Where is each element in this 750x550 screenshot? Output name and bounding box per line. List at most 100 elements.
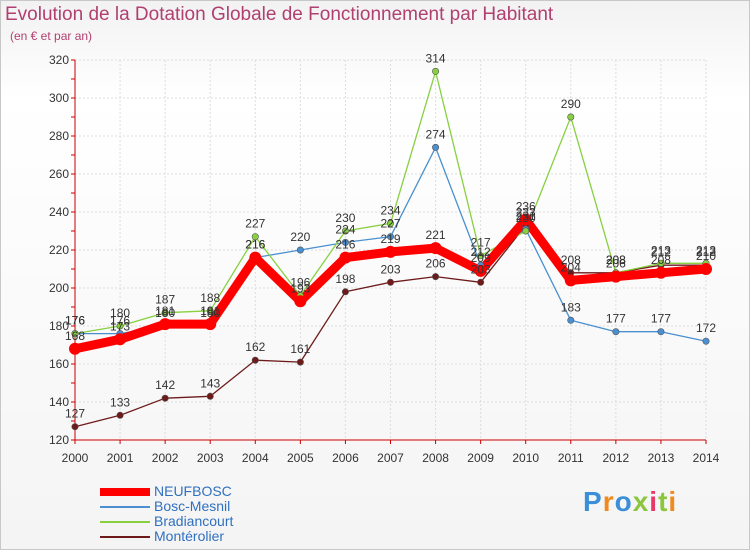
data-label: 290 (561, 97, 581, 111)
data-point (700, 263, 712, 275)
data-label: 212 (651, 245, 671, 259)
data-point (206, 307, 214, 315)
y-tick-label: 240 (49, 205, 69, 219)
data-label: 176 (65, 314, 85, 328)
data-label: 219 (380, 232, 400, 246)
data-label: 180 (155, 306, 175, 320)
data-point (114, 333, 127, 346)
logo-letter: x (632, 486, 650, 517)
data-point (296, 246, 304, 254)
data-label: 208 (651, 253, 671, 267)
data-point (519, 213, 532, 226)
data-point (386, 278, 394, 286)
data-point (567, 316, 575, 324)
legend-swatch-bosc-mesnil (100, 506, 150, 508)
proxiti-logo: Proxiti (583, 486, 677, 518)
x-tick-label: 2002 (152, 451, 179, 465)
x-tick-label: 2013 (648, 451, 675, 465)
x-tick-label: 2009 (467, 451, 494, 465)
legend-label: Montérolier (154, 528, 225, 544)
data-label: 230 (335, 211, 355, 225)
data-label: 234 (380, 203, 400, 217)
data-point (432, 67, 440, 75)
x-tick-label: 2006 (332, 451, 359, 465)
y-tick-label: 300 (49, 91, 69, 105)
data-label: 233 (516, 205, 536, 219)
data-label: 177 (606, 312, 626, 326)
data-point (522, 227, 530, 235)
data-point (384, 245, 397, 258)
logo-letter: t (658, 486, 669, 517)
y-tick-label: 200 (49, 281, 69, 295)
series-points (69, 67, 712, 431)
data-point (432, 273, 440, 281)
x-tick-label: 2001 (107, 451, 134, 465)
data-label: 161 (290, 342, 310, 356)
logo-letter: P (583, 486, 603, 517)
logo-letter: o (614, 486, 633, 517)
data-point (386, 219, 394, 227)
x-tick-label: 2007 (377, 451, 404, 465)
data-point (204, 318, 217, 331)
x-tick-label: 2003 (197, 451, 224, 465)
data-label: 143 (200, 376, 220, 390)
data-label: 208 (606, 253, 626, 267)
data-label: 176 (110, 314, 130, 328)
data-point (71, 423, 79, 431)
data-label: 168 (65, 329, 85, 343)
data-label: 183 (561, 300, 581, 314)
data-point (339, 251, 352, 264)
logo-letter: r (602, 486, 615, 517)
data-point (341, 288, 349, 296)
data-label: 217 (471, 236, 491, 250)
data-label: 196 (290, 276, 310, 290)
data-label: 231 (516, 209, 536, 223)
y-tick-label: 260 (49, 167, 69, 181)
data-point (69, 342, 81, 355)
x-tick-label: 2011 (558, 451, 584, 465)
data-label: 181 (200, 304, 220, 318)
data-label: 206 (606, 257, 626, 271)
logo-letter: i (649, 486, 659, 517)
y-tick-label: 220 (49, 243, 69, 257)
y-tick-label: 320 (49, 53, 69, 67)
data-point (432, 143, 440, 151)
data-point (296, 358, 304, 366)
data-label: 314 (426, 51, 446, 65)
data-label: 206 (426, 257, 446, 271)
data-point (341, 238, 349, 246)
logo-letter: i (668, 486, 678, 517)
data-point (116, 411, 124, 419)
data-label: 180 (200, 306, 220, 320)
legend-swatch-bradiancourt (100, 521, 150, 523)
data-point (161, 394, 169, 402)
y-tick-label: 280 (49, 129, 69, 143)
grid (74, 59, 707, 441)
data-label: 209 (471, 251, 491, 265)
data-label: 187 (155, 293, 175, 307)
data-point (609, 270, 622, 283)
data-label: 216 (245, 238, 265, 252)
data-point (251, 356, 259, 364)
data-label: 193 (290, 281, 310, 295)
data-label: 203 (380, 262, 400, 276)
x-tick-label: 2014 (693, 451, 720, 465)
data-point (341, 227, 349, 235)
data-label: 227 (380, 217, 400, 231)
data-label: 227 (245, 217, 265, 231)
legend-label: Bosc-Mesnil (154, 498, 231, 514)
data-label: 236 (516, 200, 536, 214)
data-label: 198 (335, 272, 355, 286)
axes: 120 140 160 180 200 220 240 260 280 300 320 2000 200… (49, 53, 720, 465)
data-label: 133 (110, 395, 130, 409)
data-label: 213 (651, 243, 671, 257)
data-label: 180 (110, 306, 130, 320)
data-point (251, 233, 259, 241)
data-label: 177 (651, 312, 671, 326)
legend-label: Bradiancourt (154, 513, 234, 529)
data-label: 220 (290, 230, 310, 244)
legend-swatch-neufbosc (100, 488, 150, 496)
x-tick-label: 2012 (603, 451, 630, 465)
data-label: 203 (471, 262, 491, 276)
